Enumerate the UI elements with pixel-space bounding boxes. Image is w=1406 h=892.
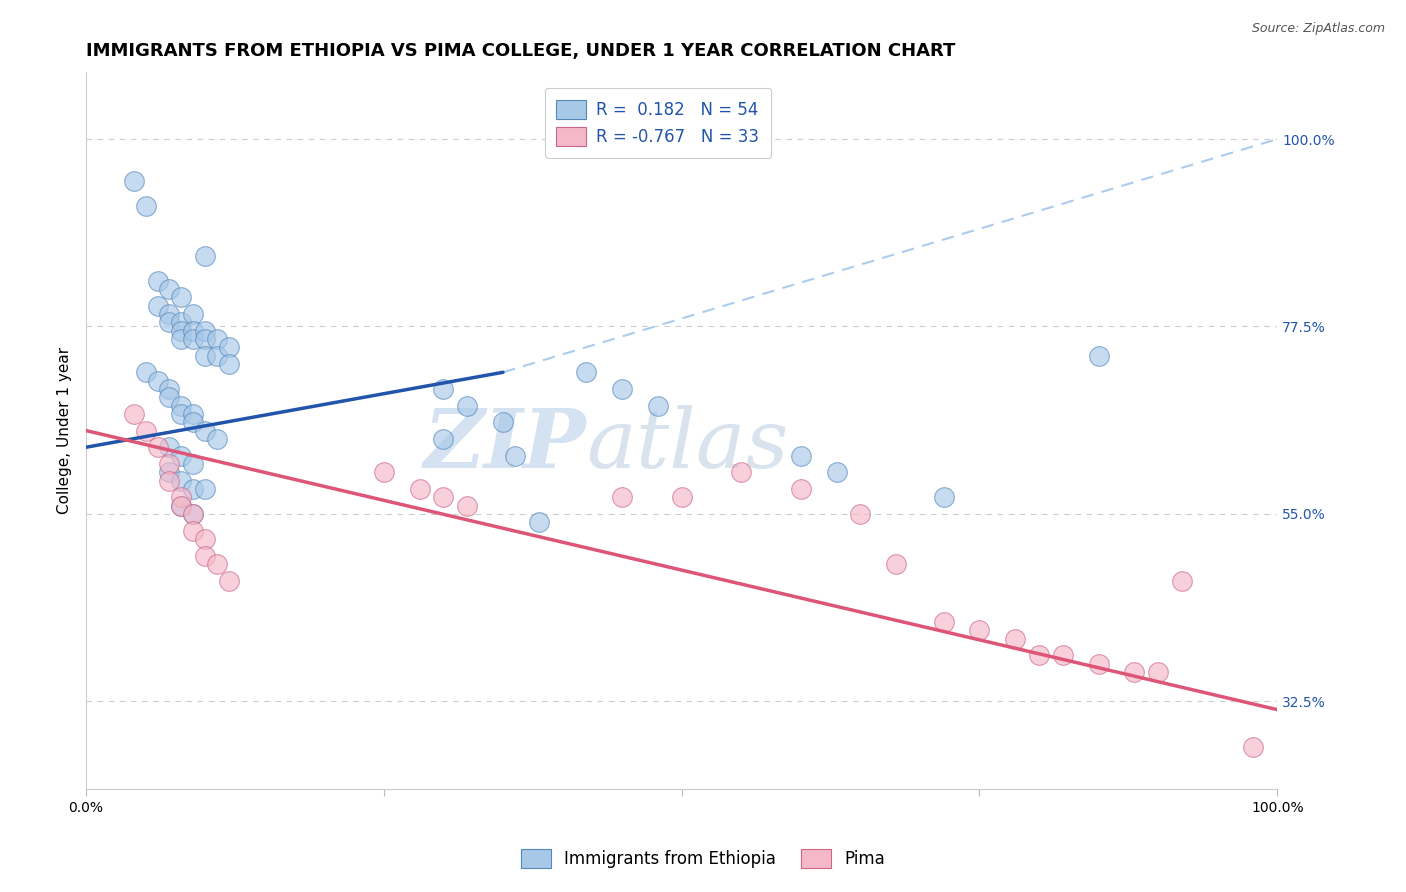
Point — [159, 390, 181, 404]
Point — [170, 499, 193, 513]
Point — [170, 332, 193, 346]
Point — [181, 415, 204, 429]
Point — [205, 432, 228, 446]
Point — [1243, 740, 1265, 755]
Point — [1147, 665, 1170, 680]
Point — [1087, 349, 1109, 363]
Point — [432, 432, 454, 446]
Point — [884, 557, 907, 571]
Legend: Immigrants from Ethiopia, Pima: Immigrants from Ethiopia, Pima — [515, 842, 891, 875]
Point — [932, 615, 955, 629]
Point — [194, 324, 217, 338]
Text: Source: ZipAtlas.com: Source: ZipAtlas.com — [1251, 22, 1385, 36]
Point — [146, 299, 169, 313]
Point — [194, 332, 217, 346]
Point — [159, 307, 181, 321]
Point — [205, 332, 228, 346]
Point — [181, 507, 204, 521]
Point — [159, 382, 181, 396]
Point — [135, 424, 157, 438]
Point — [181, 507, 204, 521]
Point — [205, 349, 228, 363]
Point — [159, 465, 181, 479]
Point — [170, 324, 193, 338]
Point — [181, 524, 204, 538]
Point — [790, 449, 813, 463]
Point — [170, 399, 193, 413]
Point — [122, 174, 145, 188]
Point — [1052, 648, 1074, 663]
Point — [432, 382, 454, 396]
Point — [218, 340, 240, 354]
Point — [159, 474, 181, 488]
Point — [492, 415, 515, 429]
Point — [146, 440, 169, 454]
Point — [456, 499, 478, 513]
Point — [170, 449, 193, 463]
Point — [170, 490, 193, 504]
Point — [932, 490, 955, 504]
Point — [194, 549, 217, 563]
Point — [527, 515, 550, 529]
Point — [170, 407, 193, 421]
Point — [146, 374, 169, 388]
Point — [408, 482, 430, 496]
Point — [647, 399, 669, 413]
Point — [1087, 657, 1109, 671]
Point — [170, 474, 193, 488]
Point — [159, 457, 181, 471]
Point — [1004, 632, 1026, 646]
Point — [218, 357, 240, 371]
Point — [610, 490, 633, 504]
Point — [194, 482, 217, 496]
Point — [790, 482, 813, 496]
Point — [730, 465, 752, 479]
Point — [969, 624, 991, 638]
Point — [1171, 574, 1194, 588]
Point — [181, 332, 204, 346]
Point — [1123, 665, 1146, 680]
Point — [159, 440, 181, 454]
Point — [181, 407, 204, 421]
Point — [159, 315, 181, 329]
Text: atlas: atlas — [586, 405, 789, 485]
Point — [610, 382, 633, 396]
Point — [181, 324, 204, 338]
Point — [170, 315, 193, 329]
Point — [503, 449, 526, 463]
Point — [194, 532, 217, 546]
Point — [159, 282, 181, 296]
Text: ZIP: ZIP — [423, 405, 586, 485]
Point — [373, 465, 395, 479]
Point — [575, 365, 598, 379]
Point — [181, 307, 204, 321]
Point — [825, 465, 848, 479]
Point — [205, 557, 228, 571]
Point — [135, 365, 157, 379]
Point — [849, 507, 872, 521]
Point — [170, 290, 193, 304]
Point — [181, 482, 204, 496]
Text: IMMIGRANTS FROM ETHIOPIA VS PIMA COLLEGE, UNDER 1 YEAR CORRELATION CHART: IMMIGRANTS FROM ETHIOPIA VS PIMA COLLEGE… — [86, 42, 956, 60]
Point — [1028, 648, 1050, 663]
Point — [194, 249, 217, 263]
Point — [218, 574, 240, 588]
Point — [170, 499, 193, 513]
Point — [456, 399, 478, 413]
Point — [146, 274, 169, 288]
Point — [432, 490, 454, 504]
Y-axis label: College, Under 1 year: College, Under 1 year — [58, 347, 72, 514]
Point — [122, 407, 145, 421]
Point — [135, 199, 157, 213]
Legend: R =  0.182   N = 54, R = -0.767   N = 33: R = 0.182 N = 54, R = -0.767 N = 33 — [544, 88, 770, 158]
Point — [194, 424, 217, 438]
Point — [194, 349, 217, 363]
Point — [671, 490, 693, 504]
Point — [181, 457, 204, 471]
